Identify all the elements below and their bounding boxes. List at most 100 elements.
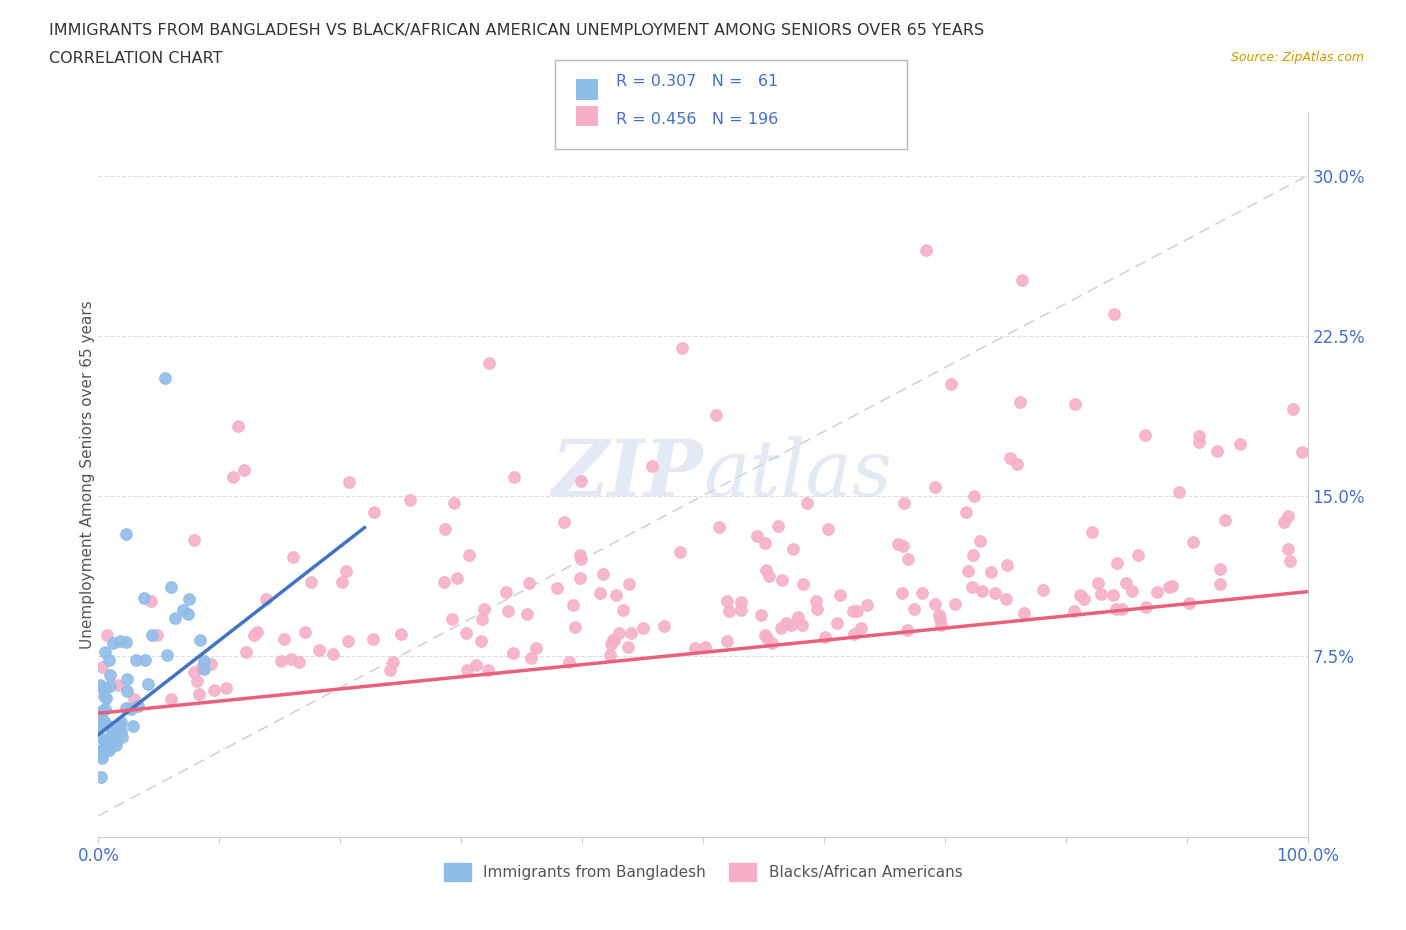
Point: [955, 504, 977, 519]
Point: [1012, 605, 1035, 620]
Point: [569, 473, 592, 488]
Point: [183, 664, 205, 679]
Point: [104, 734, 127, 749]
Point: [159, 691, 181, 706]
Point: [94, 701, 117, 716]
Point: [98, 741, 121, 756]
Point: [775, 616, 797, 631]
Point: [704, 407, 727, 422]
Point: [1229, 437, 1251, 452]
Point: [792, 618, 814, 632]
Point: [1135, 428, 1157, 443]
Point: [93, 734, 115, 749]
Point: [1090, 587, 1112, 602]
Point: [188, 687, 211, 702]
Point: [105, 720, 128, 735]
Point: [671, 341, 693, 356]
Point: [110, 724, 132, 738]
Point: [153, 371, 176, 386]
Y-axis label: Unemployment Among Seniors over 65 years: Unemployment Among Seniors over 65 years: [80, 300, 94, 649]
Text: CORRELATION CHART: CORRELATION CHART: [49, 51, 222, 66]
Point: [108, 719, 131, 734]
Point: [215, 680, 238, 695]
Point: [378, 662, 401, 677]
Point: [1102, 307, 1125, 322]
Point: [903, 601, 925, 616]
Point: [160, 579, 183, 594]
Point: [456, 662, 478, 677]
Point: [141, 628, 163, 643]
Text: IMMIGRANTS FROM BANGLADESH VS BLACK/AFRICAN AMERICAN UNEMPLOYMENT AMONG SENIORS : IMMIGRANTS FROM BANGLADESH VS BLACK/AFRI…: [49, 23, 984, 38]
Point: [134, 653, 156, 668]
Point: [716, 593, 738, 608]
Point: [796, 496, 818, 511]
Point: [754, 628, 776, 643]
Point: [89, 677, 111, 692]
Point: [114, 701, 136, 716]
Point: [939, 377, 962, 392]
Point: [288, 654, 311, 669]
Point: [1182, 535, 1205, 550]
Point: [1064, 397, 1087, 412]
Point: [957, 564, 980, 578]
Point: [1111, 602, 1133, 617]
Point: [1063, 604, 1085, 618]
Point: [561, 597, 583, 612]
Point: [177, 606, 200, 621]
Point: [254, 591, 277, 606]
Point: [98, 679, 121, 694]
Point: [97, 652, 120, 667]
Point: [569, 552, 592, 567]
Point: [1167, 485, 1189, 499]
Point: [222, 470, 245, 485]
Point: [1102, 588, 1125, 603]
Point: [456, 626, 478, 641]
Point: [669, 545, 692, 560]
Point: [90, 743, 112, 758]
Point: [165, 610, 187, 625]
Point: [478, 355, 501, 370]
Point: [87, 744, 110, 759]
Point: [93, 680, 115, 695]
Point: [93, 713, 115, 728]
Point: [146, 627, 169, 642]
Point: [603, 633, 626, 648]
Point: [132, 591, 155, 605]
Point: [568, 548, 591, 563]
Point: [186, 674, 208, 689]
Point: [190, 660, 212, 675]
Point: [107, 677, 129, 692]
Point: [792, 577, 814, 591]
Point: [845, 604, 868, 618]
Point: [842, 627, 865, 642]
Point: [592, 566, 614, 581]
Point: [89, 721, 111, 736]
Point: [851, 621, 873, 636]
Point: [755, 563, 778, 578]
Point: [96, 734, 118, 749]
Point: [517, 576, 540, 591]
Point: [546, 580, 568, 595]
Point: [1178, 595, 1201, 610]
Point: [101, 725, 124, 740]
Point: [602, 632, 624, 647]
Point: [707, 519, 730, 534]
Point: [470, 633, 492, 648]
Point: [339, 475, 361, 490]
Point: [124, 653, 146, 668]
Point: [1157, 579, 1180, 594]
Point: [1188, 435, 1211, 450]
Point: [1277, 541, 1299, 556]
Point: [115, 684, 138, 698]
Point: [283, 550, 305, 565]
Point: [97, 742, 120, 757]
Point: [1087, 576, 1109, 591]
Point: [1073, 591, 1095, 606]
Point: [915, 243, 938, 258]
Point: [1277, 508, 1299, 523]
Point: [695, 640, 717, 655]
Point: [782, 542, 804, 557]
Text: atlas: atlas: [703, 436, 891, 512]
Point: [612, 603, 634, 618]
Point: [361, 631, 384, 646]
